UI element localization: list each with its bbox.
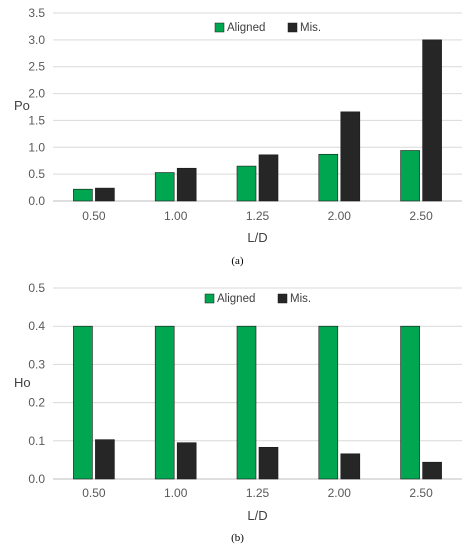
x-axis-title: L/D (247, 508, 267, 523)
x-tick-label: 2.00 (328, 209, 352, 223)
x-tick-label: 1.00 (164, 209, 188, 223)
legend-swatch (277, 293, 288, 304)
aligned-bar (73, 188, 93, 202)
y-axis-title: Ho (14, 375, 31, 390)
misaligned-bar (340, 453, 361, 480)
x-axis-title: L/D (247, 230, 267, 245)
legend-swatch (287, 22, 298, 33)
y-tick-label: 0.4 (28, 319, 45, 333)
y-tick-label: 0.5 (28, 167, 45, 181)
y-tick-label: 3.5 (28, 6, 45, 20)
misaligned-bar (95, 187, 115, 202)
x-tick-label: 0.50 (82, 209, 106, 223)
legend-label: Aligned (227, 22, 265, 34)
legend-label: Mis. (300, 22, 321, 34)
figure-caption: (a) (231, 255, 244, 267)
misaligned-bar (422, 39, 442, 202)
y-tick-label: 2.5 (28, 60, 45, 74)
misaligned-bar (95, 439, 115, 480)
x-tick-label: 1.25 (246, 486, 270, 500)
x-tick-label: 0.50 (82, 486, 106, 500)
misaligned-bar (258, 446, 279, 480)
legend-label: Aligned (217, 293, 255, 305)
y-tick-label: 0.1 (28, 434, 45, 448)
aligned-bar (236, 325, 257, 480)
y-tick-label: 1.0 (28, 140, 45, 154)
legend-label: Mis. (290, 293, 311, 305)
aligned-bar (154, 325, 175, 480)
aligned-bar (73, 325, 93, 480)
y-tick-label: 3.0 (28, 33, 45, 47)
aligned-bar (236, 165, 257, 202)
y-tick-label: 1.5 (28, 113, 45, 127)
misaligned-bar (422, 461, 442, 480)
y-tick-label: 0.0 (28, 472, 45, 486)
x-tick-label: 1.25 (246, 209, 270, 223)
x-tick-label: 2.50 (409, 486, 433, 500)
x-tick-label: 1.00 (164, 486, 188, 500)
y-tick-label: 2.0 (28, 87, 45, 101)
y-tick-label: 0.5 (28, 281, 45, 295)
y-tick-label: 0.3 (28, 357, 45, 371)
y-axis-title: Po (14, 98, 30, 113)
aligned-bar (400, 325, 420, 480)
aligned-bar (318, 325, 339, 480)
misaligned-bar (258, 154, 279, 202)
chart-b: 0.0 0.1 0.2 0.3 0.4 0.5 0.50 1.00 1.25 2.00 2.50 Ho… (14, 281, 462, 544)
misaligned-bar (340, 111, 361, 202)
misaligned-bar (176, 167, 197, 202)
x-tick-label: 2.00 (328, 486, 352, 500)
figure-caption: (b) (231, 532, 244, 544)
y-tick-label: 0.0 (28, 194, 45, 208)
aligned-bar (154, 172, 175, 202)
chart-a: 0.0 0.5 1.0 1.5 2.0 2.5 3.0 3.5 0.50 1.00 1.25 2.00… (14, 6, 462, 267)
aligned-bar (318, 153, 339, 202)
x-tick-label: 2.50 (409, 209, 433, 223)
y-tick-label: 0.2 (28, 396, 45, 410)
aligned-bar (400, 150, 420, 202)
legend-swatch (214, 22, 225, 33)
legend-swatch (204, 293, 215, 304)
misaligned-bar (176, 442, 197, 480)
